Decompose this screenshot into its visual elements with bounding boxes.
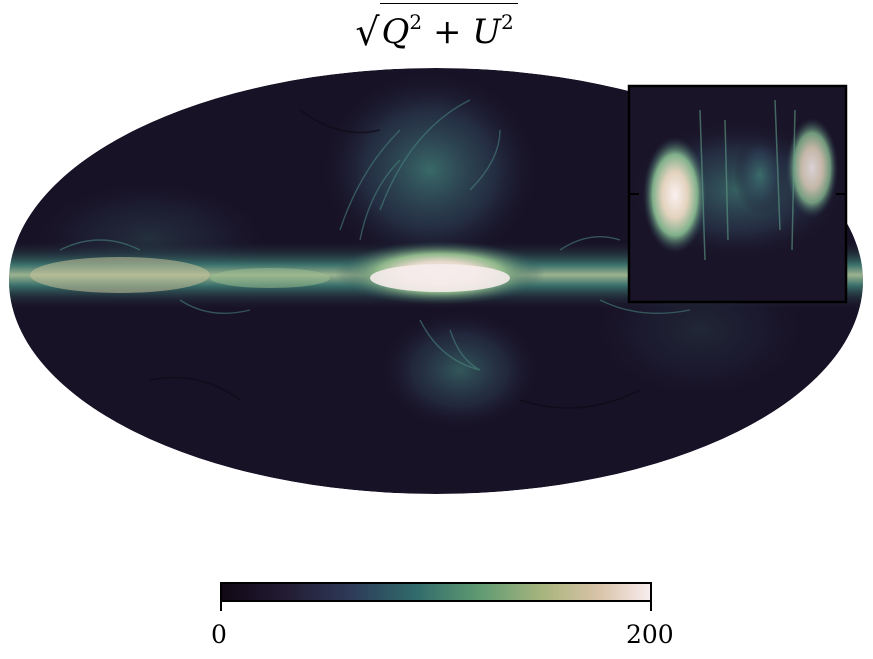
- title-radical: √: [355, 10, 380, 54]
- title-u-exponent: 2: [500, 10, 514, 34]
- zoom-inset: [627, 84, 848, 304]
- colorbar-max-label: 200: [626, 620, 674, 649]
- title-plus: +: [432, 12, 462, 52]
- title-u: U: [472, 12, 501, 52]
- title-q: Q: [381, 12, 410, 52]
- inset-hotspot-left: [643, 137, 707, 253]
- north-polar-spur: [320, 70, 540, 270]
- inset-hotspot-right: [786, 118, 838, 218]
- colorbar-gradient: [220, 582, 652, 602]
- title-q-exponent: 2: [409, 10, 423, 34]
- title-expression: Q2 + U2: [379, 3, 518, 52]
- colorbar-min-label: 0: [211, 620, 227, 649]
- south-lobe: [380, 310, 540, 430]
- map-title: √Q2 + U2: [0, 2, 873, 58]
- colorbar: [220, 582, 652, 611]
